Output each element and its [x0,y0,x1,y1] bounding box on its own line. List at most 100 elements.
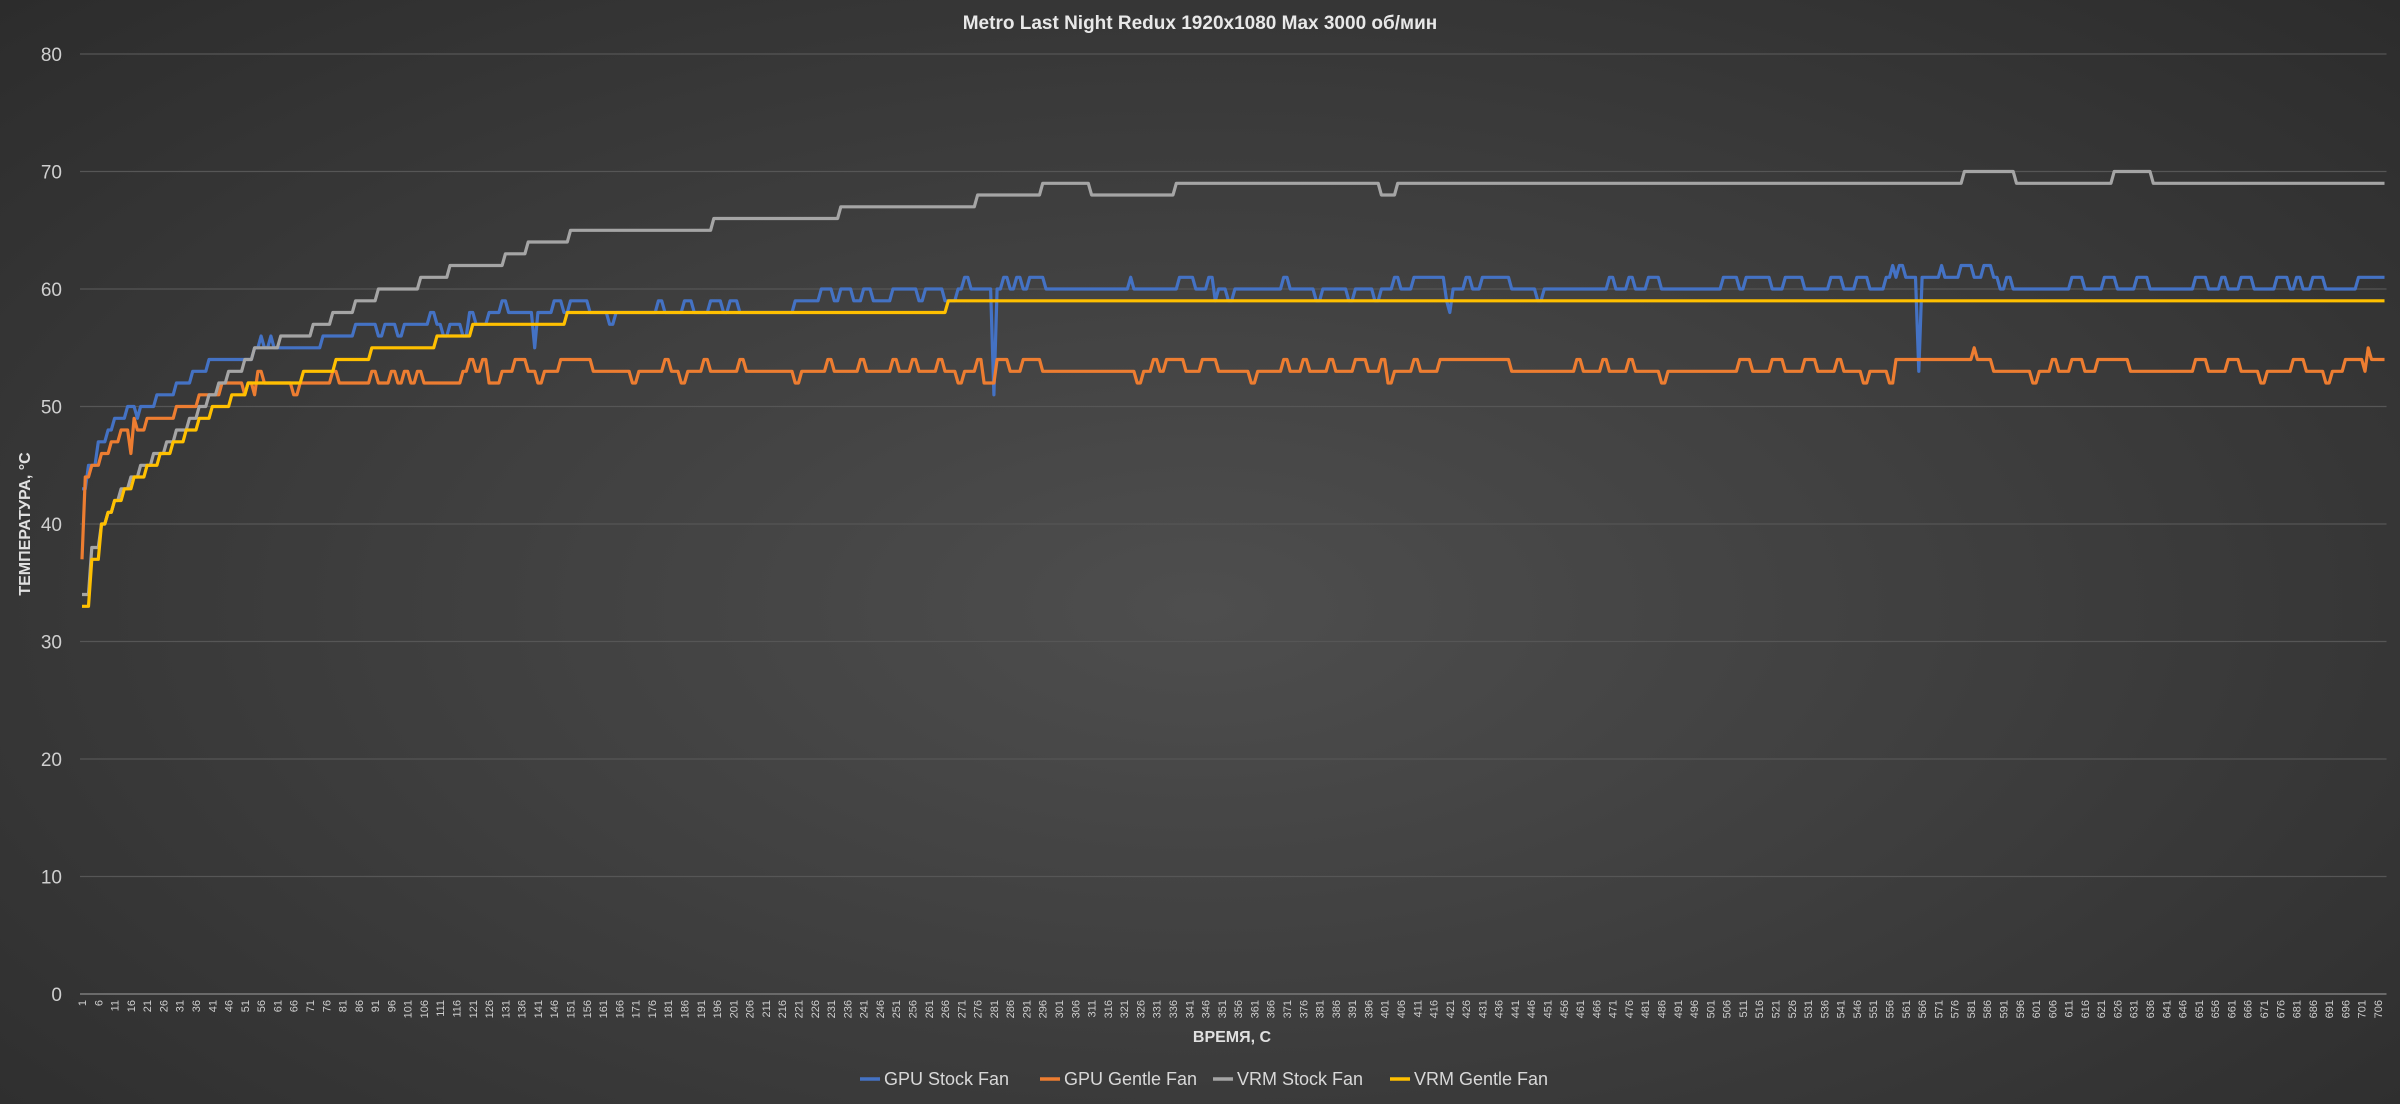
x-tick-label: 196 [712,1000,724,1018]
x-tick-label: 276 [973,1000,985,1018]
x-tick-label: 26 [158,1000,170,1012]
x-tick-label: 616 [2080,1000,2092,1018]
x-tick-label: 536 [1819,1000,1831,1018]
x-tick-label: 231 [826,1000,838,1018]
x-tick-label: 51 [240,1000,252,1012]
x-tick-label: 446 [1526,1000,1538,1018]
x-tick-label: 516 [1754,1000,1766,1018]
y-tick-label: 30 [41,633,62,654]
x-tick-label: 161 [598,1000,610,1018]
x-tick-label: 86 [354,1000,366,1012]
x-tick-label: 626 [2112,1000,2124,1018]
x-tick-label: 201 [728,1000,740,1018]
x-tick-label: 176 [647,1000,659,1018]
x-tick-label: 576 [1950,1000,1962,1018]
x-tick-label: 636 [2145,1000,2157,1018]
x-tick-label: 361 [1249,1000,1261,1018]
x-tick-label: 221 [793,1000,805,1018]
x-tick-label: 541 [1836,1000,1848,1018]
x-axis-ticks: 1 6 11 16 21 26 31 36 41 46 51 56 61 66 71 76 81 86 91 96 10… [77,1000,2385,1018]
x-tick-label: 391 [1347,1000,1359,1018]
x-tick-label: 521 [1771,1000,1783,1018]
x-tick-label: 306 [1070,1000,1082,1018]
legend-item: VRM Gentle Fan [1390,1069,1548,1089]
x-tick-label: 651 [2194,1000,2206,1018]
x-tick-label: 466 [1591,1000,1603,1018]
x-tick-label: 681 [2292,1000,2304,1018]
x-tick-label: 656 [2210,1000,2222,1018]
x-tick-label: 371 [1282,1000,1294,1018]
x-tick-label: 211 [761,1000,773,1018]
x-tick-label: 121 [468,1000,480,1018]
x-tick-label: 341 [1184,1000,1196,1018]
y-axis-ticks: 0 10 20 30 40 50 60 70 80 [41,45,62,1006]
chart-title: Metro Last Night Redux 1920x1080 Max 300… [963,13,1438,34]
y-axis-label: ТЕМПЕРАТУРА, °C [17,452,34,596]
x-tick-label: 556 [1884,1000,1896,1018]
x-tick-label: 551 [1868,1000,1880,1018]
x-tick-label: 326 [1135,1000,1147,1018]
x-tick-label: 451 [1543,1000,1555,1018]
x-tick-label: 146 [549,1000,561,1018]
x-tick-label: 566 [1917,1000,1929,1018]
x-tick-label: 291 [1021,1000,1033,1018]
x-tick-label: 191 [696,1000,708,1018]
x-tick-label: 666 [2243,1000,2255,1018]
x-tick-label: 481 [1640,1000,1652,1018]
y-tick-label: 40 [41,515,62,536]
x-tick-label: 661 [2226,1000,2238,1018]
x-tick-label: 396 [1363,1000,1375,1018]
x-tick-label: 71 [305,1000,317,1012]
x-tick-label: 676 [2275,1000,2287,1018]
x-tick-label: 691 [2324,1000,2336,1018]
series-lines [80,169,2385,608]
x-tick-label: 506 [1722,1000,1734,1018]
x-tick-label: 526 [1787,1000,1799,1018]
x-tick-label: 336 [1168,1000,1180,1018]
x-tick-label: 421 [1445,1000,1457,1018]
legend-label: GPU Gentle Fan [1064,1069,1197,1089]
x-tick-label: 76 [321,1000,333,1012]
x-tick-label: 351 [1217,1000,1229,1018]
series-line-vrm-stock-fan [82,169,2385,597]
x-tick-label: 31 [175,1000,187,1012]
x-tick-label: 581 [1966,1000,1978,1018]
x-tick-label: 156 [582,1000,594,1018]
x-tick-label: 621 [2096,1000,2108,1018]
x-tick-label: 6 [93,1000,105,1006]
x-tick-label: 486 [1657,1000,1669,1018]
x-tick-label: 696 [2340,1000,2352,1018]
legend-item: VRM Stock Fan [1213,1069,1363,1089]
x-tick-label: 441 [1510,1000,1522,1018]
x-tick-label: 476 [1624,1000,1636,1018]
x-tick-label: 181 [663,1000,675,1018]
x-tick-label: 16 [126,1000,138,1012]
x-tick-label: 331 [1152,1000,1164,1018]
x-tick-label: 41 [207,1000,219,1012]
legend-label: VRM Gentle Fan [1414,1069,1548,1089]
x-tick-label: 206 [745,1000,757,1018]
x-tick-label: 81 [338,1000,350,1012]
x-tick-label: 61 [272,1000,284,1012]
x-tick-label: 631 [2129,1000,2141,1018]
x-tick-label: 131 [500,1000,512,1018]
x-tick-label: 296 [1038,1000,1050,1018]
x-tick-label: 216 [777,1000,789,1018]
y-tick-label: 0 [51,985,62,1006]
legend: GPU Stock Fan GPU Gentle Fan VRM Stock Fan… [860,1069,1548,1089]
x-tick-label: 171 [631,1000,643,1018]
x-tick-label: 56 [256,1000,268,1012]
x-tick-label: 641 [2161,1000,2173,1018]
x-tick-label: 251 [891,1000,903,1018]
y-tick-label: 80 [41,45,62,66]
y-tick-label: 70 [41,163,62,184]
x-tick-label: 21 [142,1000,154,1012]
x-tick-label: 246 [875,1000,887,1018]
x-tick-label: 501 [1705,1000,1717,1018]
x-tick-label: 256 [907,1000,919,1018]
x-tick-label: 141 [533,1000,545,1018]
x-tick-label: 611 [2064,1000,2076,1018]
x-tick-label: 511 [1738,1000,1750,1018]
y-tick-label: 60 [41,280,62,301]
